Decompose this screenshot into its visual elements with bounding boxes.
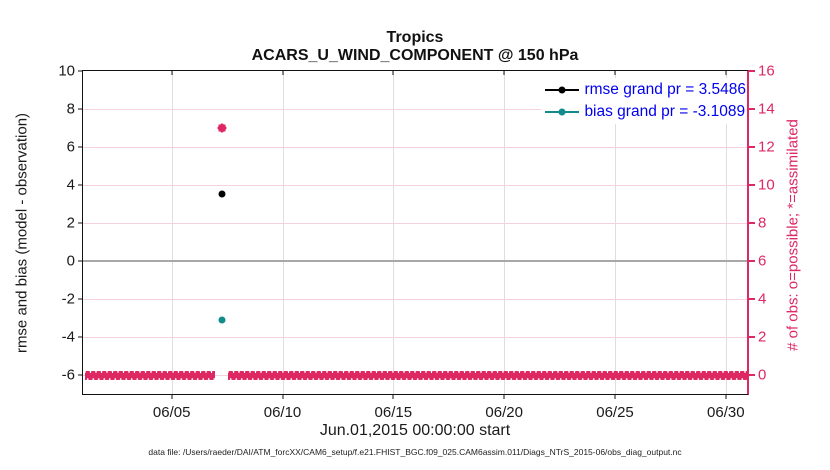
legend-label-rmse: rmse grand pr = 3.5486 — [584, 81, 746, 98]
y-gridline — [83, 109, 748, 110]
x-tick — [171, 395, 173, 399]
y-tick-label-right: 4 — [758, 290, 767, 308]
rmse-line-swatch — [545, 86, 580, 94]
y-tick-right — [749, 184, 755, 186]
x-tick — [503, 395, 505, 399]
y-tick-label-left: 10 — [58, 62, 75, 80]
x-tick-top — [503, 71, 505, 75]
y-tick-label-right: 8 — [758, 214, 767, 232]
x-gridline — [393, 71, 395, 394]
y-gridline — [83, 337, 748, 338]
y-tick-left — [78, 260, 83, 262]
legend-label-bias: bias grand pr = -3.1089 — [584, 103, 746, 120]
x-tick — [282, 395, 283, 399]
y-tick-right — [749, 260, 755, 262]
y-tick-right — [749, 146, 755, 148]
bias-line-swatch — [545, 108, 580, 116]
x-tick-label: 06/20 — [485, 404, 523, 421]
y-tick-right — [749, 336, 755, 338]
y-tick-left — [78, 146, 83, 148]
y-tick-label-right: 12 — [758, 138, 775, 156]
x-gridline — [504, 71, 506, 394]
y-tick-label-right: 10 — [758, 176, 775, 194]
y-tick-left — [78, 222, 83, 224]
y-tick-label-right: 14 — [758, 100, 775, 118]
x-tick-top — [725, 71, 727, 75]
bias-marker — [218, 316, 226, 324]
chart-subtitle: ACARS_U_WIND_COMPONENT @ 150 hPa — [251, 47, 579, 64]
y-tick-label-right: 16 — [758, 62, 775, 80]
y-tick-left — [78, 336, 83, 338]
rmse-marker-swatch — [558, 86, 566, 94]
obs-assimilated-marker — [217, 123, 227, 133]
y-tick-label-left: 0 — [66, 252, 75, 270]
y-tick-label-right: 0 — [758, 366, 767, 384]
x-axis-label: Jun.01,2015 00:00:00 start — [319, 422, 511, 439]
y-tick-label-right: 2 — [758, 328, 767, 346]
y-gridline — [83, 147, 748, 148]
x-tick-top — [171, 71, 173, 75]
y-tick-label-left: 2 — [66, 214, 75, 232]
x-tick-label: 06/30 — [707, 404, 745, 421]
y-tick-label-left: -4 — [61, 328, 75, 346]
y-tick-label-right: 6 — [758, 252, 767, 270]
x-tick-top — [282, 71, 283, 75]
y-tick-label-left: 6 — [66, 138, 75, 156]
x-tick-label: 06/25 — [596, 404, 634, 421]
y-tick-left — [78, 184, 83, 186]
y-tick-left — [78, 298, 83, 300]
y-tick-label-left: 8 — [66, 100, 75, 118]
obs-zero-band-segment — [228, 370, 747, 380]
x-tick-top — [392, 71, 394, 75]
y-gridline — [83, 299, 748, 300]
y-tick-right — [749, 222, 755, 224]
y-gridline — [83, 223, 748, 224]
legend-item-bias: bias grand pr = -3.1089 — [545, 101, 746, 123]
x-tick — [725, 395, 727, 399]
legend-item-rmse: rmse grand pr = 3.5486 — [545, 79, 746, 101]
y-tick-label-left: 4 — [66, 176, 75, 194]
x-gridline — [615, 71, 616, 394]
legend: rmse grand pr = 3.5486 bias grand pr = -… — [541, 78, 746, 124]
y-tick-right — [749, 374, 755, 376]
x-gridline — [725, 71, 727, 394]
y-tick-right — [749, 108, 755, 110]
y-gridline — [83, 185, 748, 186]
x-tick-label: 06/10 — [263, 404, 302, 421]
plot-area: rmse grand pr = 3.5486 bias grand pr = -… — [82, 70, 749, 395]
x-tick-top — [614, 71, 616, 75]
x-tick — [614, 395, 616, 399]
x-tick — [392, 395, 394, 399]
zero-reference-line — [83, 260, 748, 262]
rmse-marker — [218, 190, 226, 198]
data-file-caption: data file: /Users/raeder/DAI/ATM_forcXX/… — [148, 447, 682, 457]
y-tick-right — [749, 298, 755, 300]
y-tick-right — [749, 70, 755, 72]
y-tick-left — [78, 374, 83, 376]
x-tick-label: 06/05 — [152, 404, 191, 421]
obs-zero-band-segment — [85, 370, 215, 380]
x-gridline — [282, 71, 284, 394]
chart-title: Tropics — [386, 29, 444, 46]
bias-marker-swatch — [558, 108, 566, 116]
y-axis-label-right: # of obs: o=possible; *=assimilated — [784, 119, 802, 351]
y-tick-left — [78, 108, 83, 110]
x-tick-label: 06/15 — [374, 404, 413, 421]
x-gridline — [171, 71, 173, 394]
y-tick-label-left: -2 — [61, 290, 75, 308]
y-tick-label-left: -6 — [61, 366, 75, 384]
y-tick-left — [78, 70, 83, 72]
